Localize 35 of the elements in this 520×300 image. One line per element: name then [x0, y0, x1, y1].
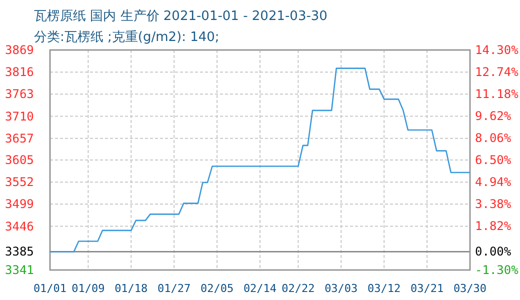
chart-subtitle: 分类:瓦楞纸 ;克重(g/m2): 140;: [34, 30, 220, 45]
y2-tick-label: 11.18%: [475, 87, 520, 101]
y2-tick-label: 6.50%: [475, 153, 512, 167]
x-tick-label: 03/21: [410, 282, 444, 295]
x-tick-label: 02/22: [282, 282, 315, 295]
x-tick-label: 01/18: [114, 282, 148, 295]
chart-title: 瓦楞原纸 国内 生产价 2021-01-01 - 2021-03-30: [34, 9, 328, 24]
y-tick-label: 3341: [5, 263, 34, 277]
y2-tick-label: 4.94%: [475, 175, 512, 189]
y2-tick-label: -1.30%: [475, 263, 520, 277]
y-tick-label: 3385: [5, 244, 34, 259]
y-tick-label: 3552: [5, 175, 34, 190]
y2-tick-label: 14.30%: [475, 43, 520, 57]
y-tick-label: 3446: [5, 219, 34, 234]
y2-tick-label: 12.74%: [475, 65, 520, 79]
y-tick-label: 3710: [5, 109, 34, 124]
y2-tick-label: 0.00%: [475, 244, 512, 259]
x-tick-label: 03/03: [324, 282, 358, 295]
y-tick-label: 3605: [5, 153, 34, 167]
y2-tick-label: 1.82%: [475, 219, 512, 233]
x-tick-label: 02/05: [200, 282, 234, 295]
x-tick-label: 03/30: [453, 282, 487, 295]
x-tick-label: 01/27: [158, 282, 191, 295]
x-tick-label: 01/09: [72, 282, 105, 295]
y2-tick-label: 3.38%: [475, 197, 512, 211]
y-tick-label: 3499: [5, 197, 34, 212]
x-tick-label: 02/14: [243, 282, 277, 295]
x-tick-label: 03/12: [368, 282, 401, 295]
y2-tick-label: 9.62%: [475, 109, 512, 123]
y2-tick-label: 8.06%: [475, 131, 512, 145]
x-tick-label: 01/01: [33, 282, 67, 295]
y-tick-label: 3816: [5, 65, 34, 80]
y-tick-label: 3763: [5, 87, 34, 102]
y-tick-label: 3869: [5, 43, 34, 57]
y-tick-label: 3657: [5, 131, 34, 146]
